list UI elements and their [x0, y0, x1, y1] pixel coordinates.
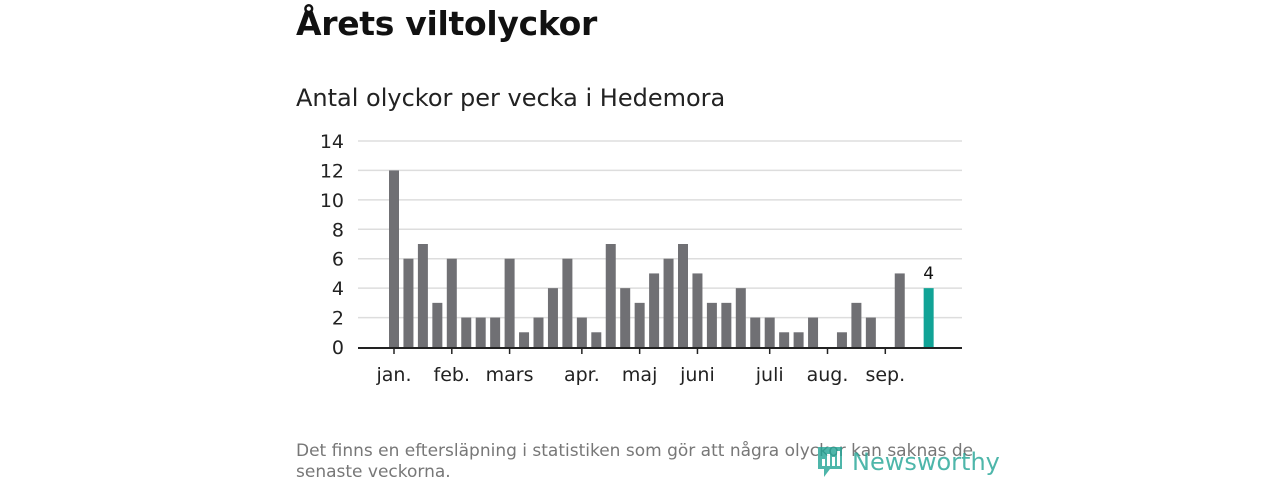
x-tick-label: apr. [564, 364, 600, 386]
bar [779, 332, 790, 347]
y-tick-label: 8 [332, 219, 344, 241]
newsworthy-logo-icon [818, 447, 842, 477]
y-tick-label: 10 [320, 190, 344, 212]
chart-subtitle: Antal olyckor per vecka i Hedemora [296, 84, 726, 112]
bar [634, 302, 645, 347]
brand-logo: Newsworthy [816, 445, 1000, 479]
bar [576, 317, 587, 347]
bar [605, 244, 616, 347]
x-tick-label: juni [679, 364, 715, 386]
y-tick-label: 12 [320, 160, 344, 182]
x-tick-label: maj [622, 364, 657, 386]
bar [475, 317, 486, 347]
bar [547, 288, 558, 347]
x-tick-label: aug. [807, 364, 849, 386]
bar [865, 317, 876, 347]
bar [663, 258, 674, 347]
bar [836, 332, 847, 347]
bar [894, 273, 905, 347]
bar [692, 273, 703, 347]
bar [721, 302, 732, 347]
x-tick-label: mars [486, 364, 534, 386]
y-tick-label: 0 [332, 337, 344, 359]
bar [591, 332, 602, 347]
y-tick-label: 6 [332, 249, 344, 271]
bar [533, 317, 544, 347]
bar-highlight [923, 288, 934, 347]
bar [851, 302, 862, 347]
bar [562, 258, 573, 347]
bar [490, 317, 501, 347]
bar [750, 317, 761, 347]
bar [403, 258, 414, 347]
bar [764, 317, 775, 347]
x-tick-label: feb. [434, 364, 470, 386]
chart-title: Årets viltolyckor [296, 4, 597, 43]
bar [389, 170, 399, 347]
bar [706, 302, 717, 347]
bar [461, 317, 472, 347]
bar [504, 258, 515, 347]
bar [678, 244, 688, 347]
bar [649, 273, 660, 347]
bar [735, 288, 746, 347]
footnote: Det finns en eftersläpning i statistiken… [296, 441, 974, 482]
bar [808, 317, 819, 347]
bar [519, 332, 530, 347]
x-tick-label: sep. [865, 364, 905, 386]
y-tick-label: 2 [332, 308, 344, 330]
data-label: 4 [923, 264, 934, 284]
bar [446, 258, 457, 347]
x-tick-label: juli [755, 364, 784, 386]
y-tick-label: 14 [320, 131, 344, 153]
bar [620, 288, 631, 347]
y-tick-label: 4 [332, 278, 344, 300]
bar [417, 244, 428, 347]
brand-name: Newsworthy [852, 448, 1000, 476]
bar [432, 302, 443, 347]
x-tick-label: jan. [375, 364, 411, 386]
bar [793, 332, 804, 347]
